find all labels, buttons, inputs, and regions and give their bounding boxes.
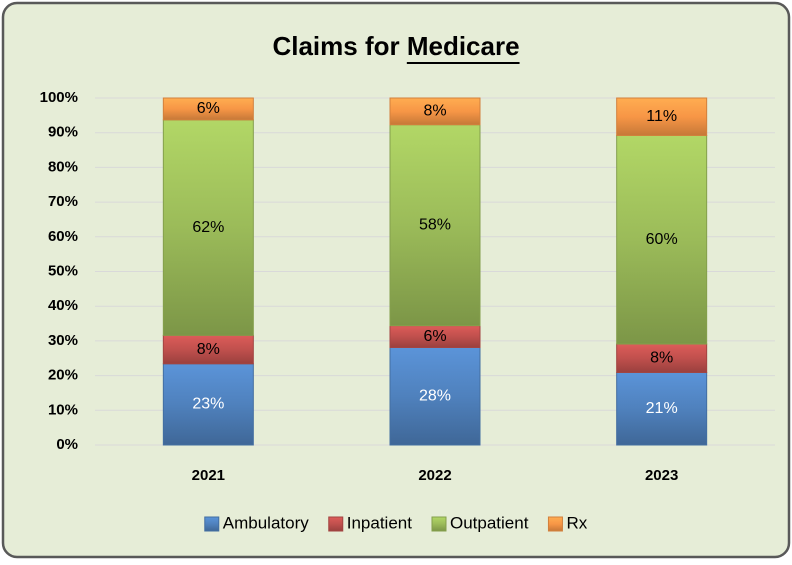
value-label: 8% [423,103,446,120]
bar-segment [162,363,254,446]
legend-swatch [328,516,344,532]
bar-segment [389,346,481,446]
bar-segment [162,334,254,365]
legend-label: Ambulatory [223,513,309,532]
value-label: 62% [192,219,224,236]
legend-swatch [547,516,563,532]
value-label: 23% [192,396,224,413]
legend-label: Outpatient [450,513,529,532]
value-label: 6% [423,328,446,345]
bar-segment [616,371,708,446]
y-tick-label: 40% [48,297,78,314]
legend-label: Rx [566,513,587,532]
legend-label: Inpatient [347,513,412,532]
bar-segment [389,124,481,327]
value-label: 60% [646,231,678,248]
y-tick-label: 10% [48,401,78,418]
y-tick-label: 100% [40,89,78,106]
bar-segment [162,97,254,121]
value-label: 8% [650,349,673,366]
bar-segment [162,119,254,336]
value-label: 21% [646,400,678,417]
y-tick-label: 20% [48,367,78,384]
bar-segment [389,97,481,126]
legend-swatch [204,516,220,532]
bar-segment [616,97,708,136]
value-label: 6% [197,100,220,117]
legend-swatch [431,516,447,532]
y-tick-label: 80% [48,158,78,175]
value-label: 8% [197,341,220,358]
chart-title: Claims for Medicare [272,31,519,61]
x-tick-label: 2021 [192,467,225,484]
x-tick-label: 2023 [645,467,678,484]
value-label: 58% [419,216,451,233]
bar-segment [616,343,708,373]
value-label: 28% [419,387,451,404]
y-tick-label: 50% [48,262,78,279]
bar-segment [616,134,708,345]
value-label: 11% [646,108,677,125]
y-tick-label: 0% [56,436,78,453]
y-tick-label: 30% [48,332,78,349]
y-tick-label: 60% [48,228,78,245]
y-tick-label: 70% [48,193,78,210]
y-tick-label: 90% [48,124,78,141]
x-tick-label: 2022 [418,467,451,484]
